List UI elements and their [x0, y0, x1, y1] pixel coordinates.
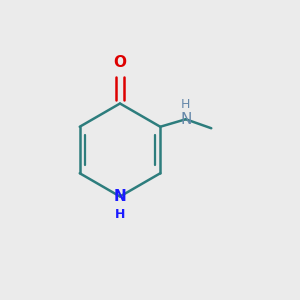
Text: N: N [114, 189, 126, 204]
Text: H: H [181, 98, 190, 111]
Text: O: O [113, 55, 127, 70]
Text: H: H [115, 208, 125, 221]
Text: N: N [180, 112, 191, 127]
